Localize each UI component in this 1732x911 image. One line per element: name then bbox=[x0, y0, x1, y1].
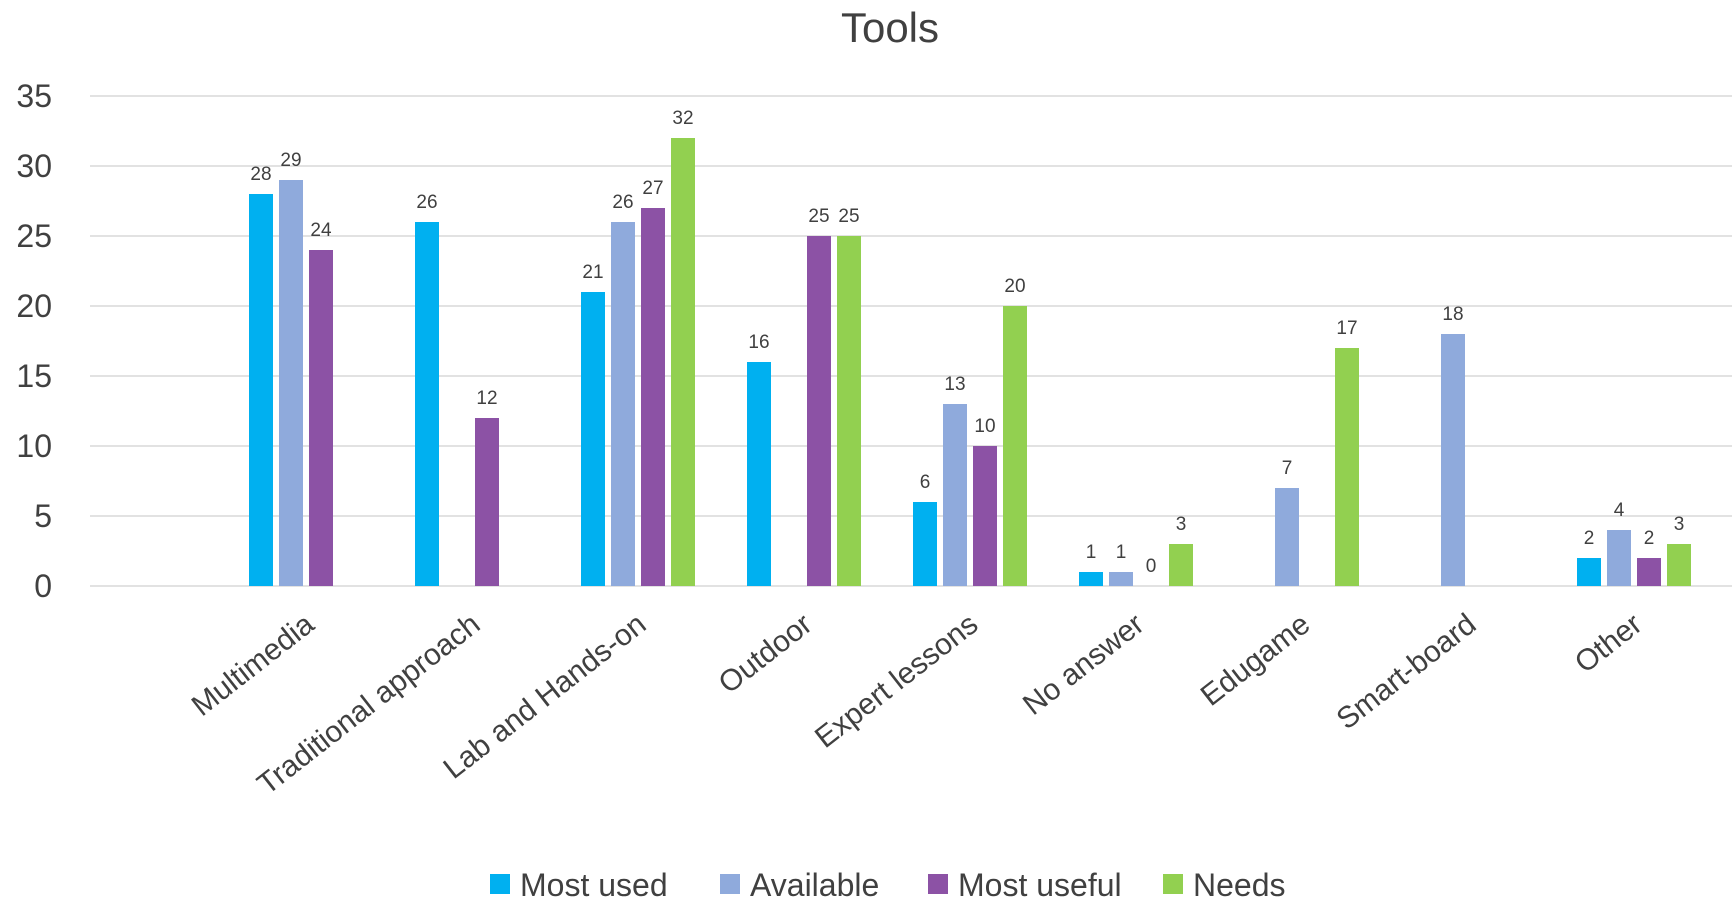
bar-needs bbox=[671, 138, 695, 586]
bar-needs bbox=[1003, 306, 1027, 586]
bar-most-used bbox=[913, 502, 937, 586]
bar-needs bbox=[1169, 544, 1193, 586]
bar-available bbox=[1441, 334, 1465, 586]
data-label: 13 bbox=[944, 374, 965, 395]
x-tick-label: Expert lessons bbox=[809, 608, 984, 755]
legend-swatch bbox=[928, 874, 948, 894]
y-tick-label: 20 bbox=[16, 288, 52, 324]
data-label: 20 bbox=[1004, 276, 1025, 297]
x-tick-label: Edugame bbox=[1195, 608, 1317, 713]
data-label: 1 bbox=[1116, 542, 1127, 563]
bar-needs bbox=[837, 236, 861, 586]
y-tick-label: 25 bbox=[16, 218, 52, 254]
data-label: 32 bbox=[672, 108, 693, 129]
bar-most-used bbox=[415, 222, 439, 586]
data-label: 7 bbox=[1282, 458, 1293, 479]
data-label: 25 bbox=[838, 206, 859, 227]
x-tick-label: Multimedia bbox=[186, 607, 321, 722]
bar-most-useful bbox=[807, 236, 831, 586]
data-label: 4 bbox=[1614, 500, 1625, 521]
x-tick-label: Outdoor bbox=[713, 608, 819, 701]
data-label: 1 bbox=[1086, 542, 1097, 563]
x-tick-label: Other bbox=[1569, 608, 1648, 680]
data-label: 24 bbox=[310, 220, 332, 241]
y-tick-label: 35 bbox=[16, 78, 52, 114]
bar-most-useful bbox=[641, 208, 665, 586]
bar-most-used bbox=[249, 194, 273, 586]
bar-most-useful bbox=[973, 446, 997, 586]
bar-most-used bbox=[1577, 558, 1601, 586]
x-tick-label: No answer bbox=[1017, 608, 1150, 722]
bar-most-useful bbox=[1637, 558, 1661, 586]
data-label: 10 bbox=[974, 416, 995, 437]
legend-swatch bbox=[490, 874, 510, 894]
bar-most-used bbox=[1079, 572, 1103, 586]
data-label: 3 bbox=[1674, 514, 1685, 535]
data-label: 0 bbox=[1146, 556, 1157, 577]
y-tick-label: 0 bbox=[34, 568, 52, 604]
legend-swatch bbox=[1163, 874, 1183, 894]
x-tick-label: Smart-board bbox=[1331, 608, 1483, 737]
bar-most-used bbox=[581, 292, 605, 586]
legend-label: Available bbox=[750, 867, 879, 903]
bar-available bbox=[943, 404, 967, 586]
bar-most-used bbox=[747, 362, 771, 586]
y-tick-label: 30 bbox=[16, 148, 52, 184]
legend-label: Needs bbox=[1193, 867, 1286, 903]
data-label: 3 bbox=[1176, 514, 1187, 535]
data-label: 16 bbox=[748, 332, 769, 353]
data-label: 29 bbox=[280, 150, 301, 171]
data-label: 17 bbox=[1336, 318, 1357, 339]
data-label: 25 bbox=[808, 206, 829, 227]
data-label: 6 bbox=[920, 472, 931, 493]
data-label: 2 bbox=[1584, 528, 1595, 549]
legend-swatch bbox=[720, 874, 740, 894]
bar-most-useful bbox=[309, 250, 333, 586]
y-tick-label: 5 bbox=[34, 498, 52, 534]
legend-label: Most used bbox=[520, 867, 668, 903]
data-label: 18 bbox=[1442, 304, 1463, 325]
bar-available bbox=[279, 180, 303, 586]
legend-label: Most useful bbox=[958, 867, 1122, 903]
chart-title: Tools bbox=[841, 4, 939, 51]
y-tick-label: 10 bbox=[16, 428, 52, 464]
data-label: 26 bbox=[416, 192, 437, 213]
y-tick-label: 15 bbox=[16, 358, 52, 394]
bar-needs bbox=[1335, 348, 1359, 586]
data-label: 12 bbox=[476, 388, 497, 409]
data-label: 28 bbox=[250, 164, 271, 185]
data-label: 21 bbox=[582, 262, 603, 283]
legend: Most used Available Most useful Needs bbox=[490, 867, 1286, 903]
bar-available bbox=[611, 222, 635, 586]
data-label: 27 bbox=[642, 178, 663, 199]
bar-needs bbox=[1667, 544, 1691, 586]
bars bbox=[249, 138, 1691, 586]
bar-available bbox=[1109, 572, 1133, 586]
bar-available bbox=[1275, 488, 1299, 586]
bar-available bbox=[1607, 530, 1631, 586]
data-label: 26 bbox=[612, 192, 633, 213]
data-label: 2 bbox=[1644, 528, 1655, 549]
bar-most-useful bbox=[475, 418, 499, 586]
